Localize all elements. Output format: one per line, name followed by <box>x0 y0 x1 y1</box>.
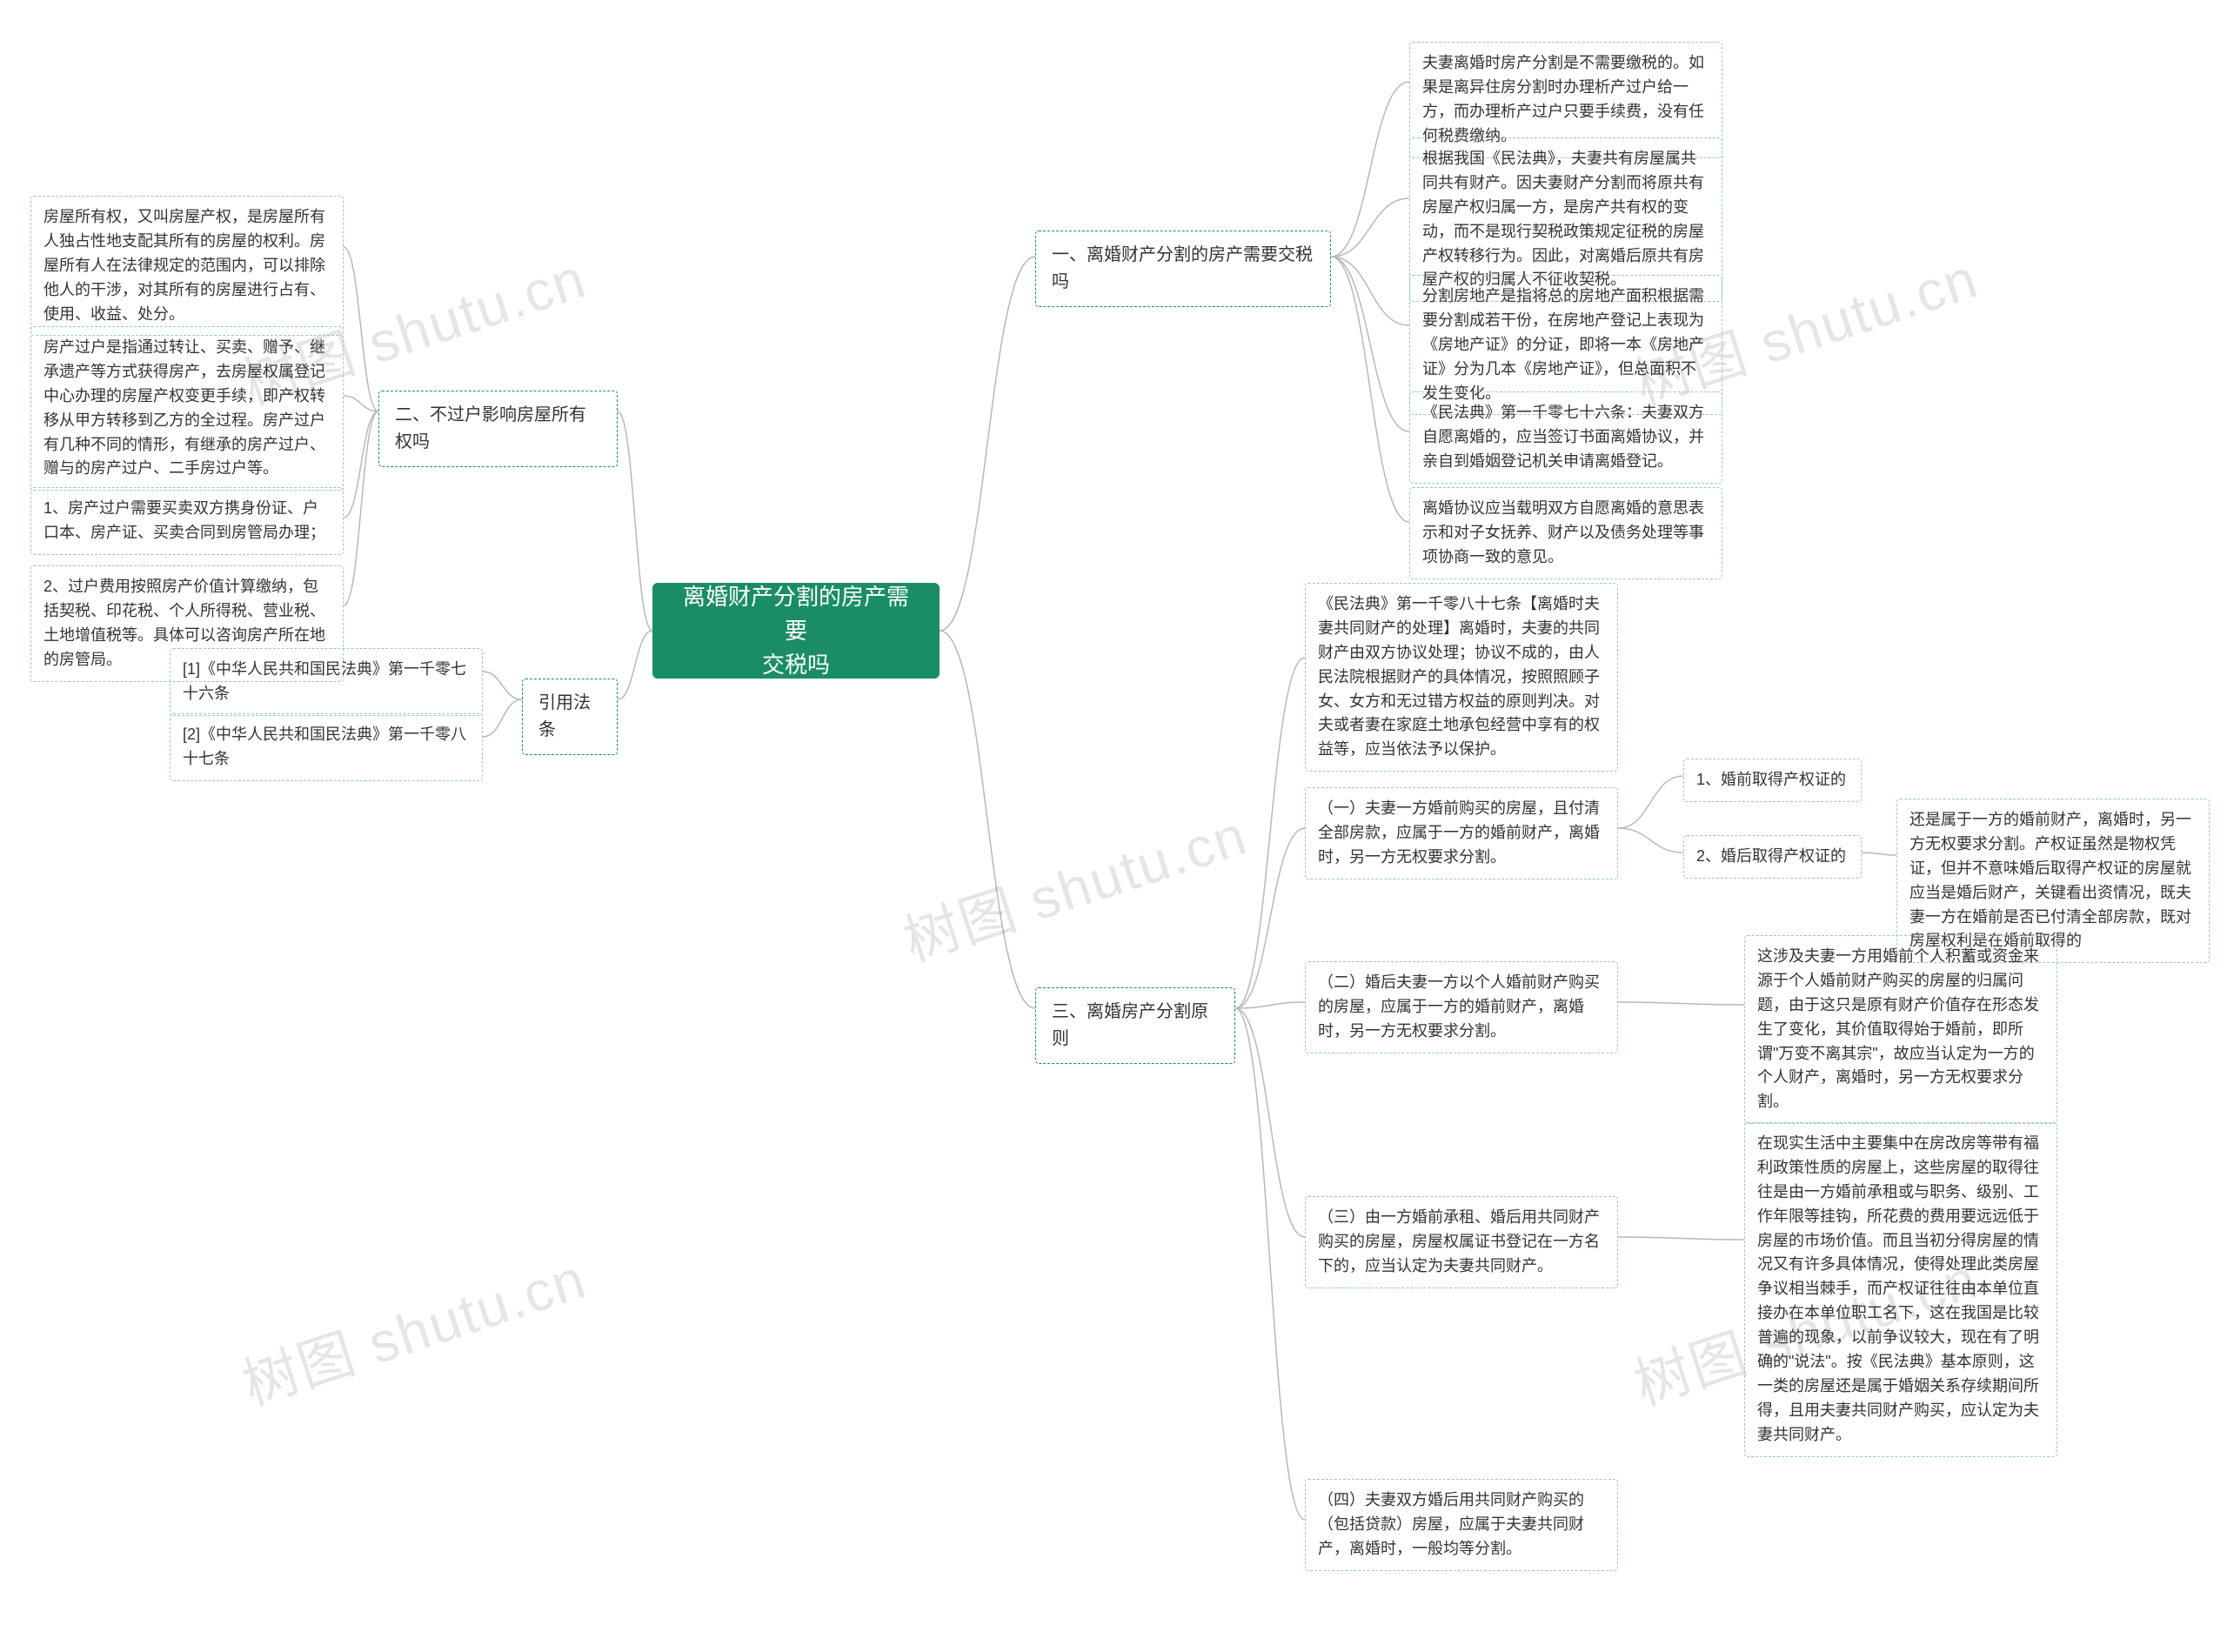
mindmap-canvas: 树图 shutu.cn树图 shutu.cn树图 shutu.cn树图 shut… <box>0 0 2227 1652</box>
branch-node[interactable]: 二、不过户影响房屋所有权吗 <box>378 391 618 467</box>
connector <box>1331 257 1409 431</box>
leaf-node[interactable]: [1]《中华人民共和国民法典》第一千零七十六条 <box>170 648 483 716</box>
connector <box>1235 1002 1305 1008</box>
leaf-node[interactable]: 房屋所有权，又叫房屋产权，是房屋所有人独占性地支配其所有的房屋的权利。房屋所有人… <box>30 196 344 336</box>
connector <box>1331 82 1409 257</box>
connector <box>1331 257 1409 325</box>
connector <box>1235 828 1305 1008</box>
watermark: 树图 shutu.cn <box>231 1234 595 1421</box>
leaf-node[interactable]: 1、婚前取得产权证的 <box>1683 759 1862 802</box>
connector <box>1862 853 1896 855</box>
connector <box>1618 776 1683 828</box>
branch-node[interactable]: 一、离婚财产分割的房产需要交税吗 <box>1035 231 1331 307</box>
connector <box>1618 1237 1744 1240</box>
connector <box>1331 257 1409 522</box>
connector <box>344 396 378 411</box>
connector <box>344 411 378 605</box>
leaf-node[interactable]: 2、婚后取得产权证的 <box>1683 835 1862 879</box>
branch-node[interactable]: 三、离婚房产分割原则 <box>1035 987 1235 1064</box>
leaf-node[interactable]: （四）夫妻双方婚后用共同财产购买的（包括贷款）房屋，应属于夫妻共同财产，离婚时，… <box>1305 1479 1618 1571</box>
leaf-node[interactable]: 《民法典》第一千零八十七条【离婚时夫妻共同财产的处理】离婚时，夫妻的共同财产由双… <box>1305 583 1618 772</box>
leaf-node[interactable]: 1、房产过户需要买卖双方携身份证、户口本、房产证、买卖合同到房管局办理； <box>30 487 344 555</box>
leaf-node[interactable]: （一）夫妻一方婚前购买的房屋，且付清全部房款，应属于一方的婚前财产，离婚时，另一… <box>1305 787 1618 880</box>
leaf-node[interactable]: （二）婚后夫妻一方以个人婚前财产购买的房屋，应属于一方的婚前财产，离婚时，另一方… <box>1305 961 1618 1053</box>
branch-node[interactable]: 引用法条 <box>522 679 618 755</box>
connector <box>1618 1002 1744 1005</box>
leaf-node[interactable]: 在现实生活中主要集中在房改房等带有福利政策性质的房屋上，这些房屋的取得往往是由一… <box>1744 1122 2057 1457</box>
leaf-node[interactable]: 房产过户是指通过转让、买卖、赠予、继承遗产等方式获得房产，去房屋权属登记中心办理… <box>30 326 344 491</box>
watermark: 树图 shutu.cn <box>893 791 1256 977</box>
connector <box>1331 198 1409 257</box>
leaf-node[interactable]: （三）由一方婚前承租、婚后用共同财产购买的房屋，房屋权属证书登记在一方名下的，应… <box>1305 1196 1618 1288</box>
leaf-node[interactable]: 离婚协议应当载明双方自愿离婚的意思表示和对子女抚养、财产以及债务处理等事项协商一… <box>1409 487 1722 579</box>
connector <box>483 672 522 699</box>
leaf-node[interactable]: 《民法典》第一千零七十六条：夫妻双方自愿离婚的，应当签订书面离婚协议，并亲自到婚… <box>1409 391 1722 484</box>
connector <box>344 411 378 518</box>
connector <box>1618 828 1683 853</box>
connector <box>1235 1008 1305 1520</box>
leaf-node[interactable]: 这涉及夫妻一方用婚前个人积蓄或资金来源于个人婚前财产购买的房屋的归属问题，由于这… <box>1744 935 2057 1124</box>
connector <box>618 631 652 699</box>
connector <box>483 699 522 737</box>
connector <box>618 411 652 631</box>
connector <box>344 247 378 411</box>
root-node[interactable]: 离婚财产分割的房产需要 交税吗 <box>652 583 940 679</box>
connector <box>940 257 1035 631</box>
connector <box>940 631 1035 1008</box>
connector <box>1235 658 1305 1008</box>
connector <box>1235 1008 1305 1237</box>
leaf-node[interactable]: [2]《中华人民共和国民法典》第一千零八十七条 <box>170 713 483 781</box>
